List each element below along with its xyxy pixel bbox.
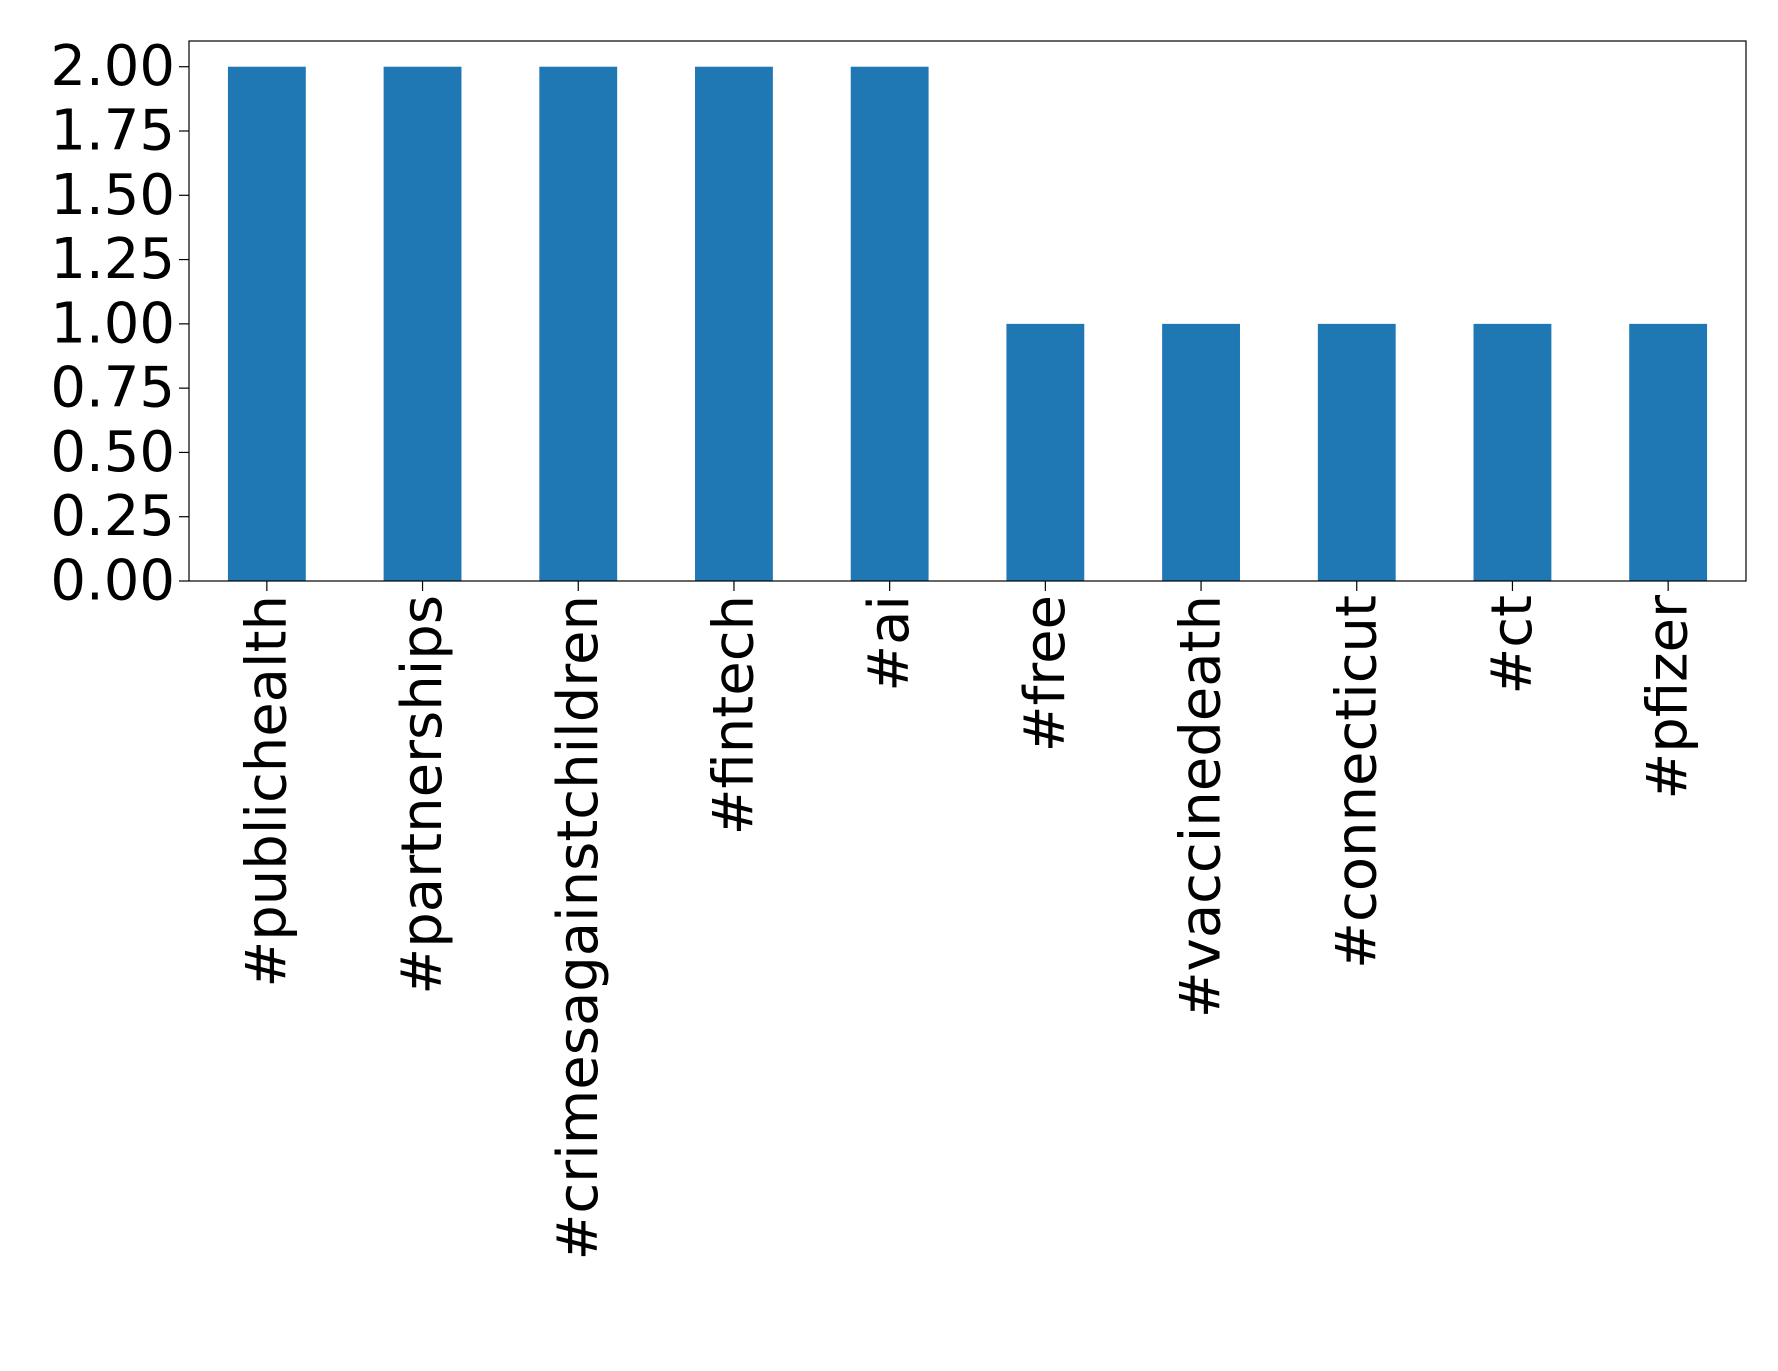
bar-ai: [850, 66, 929, 581]
bar-connecticut: [1317, 323, 1396, 581]
x-tick-label-pfizer: #pfizer: [1636, 594, 1701, 800]
bars-group: [227, 66, 1708, 581]
bar-partnerships: [383, 66, 462, 581]
bar-free: [1006, 323, 1085, 581]
bar-crimesagainstchildren: [539, 66, 618, 581]
x-tick-label-connecticut: #connecticut: [1324, 595, 1389, 969]
y-tick-label: 0.00: [50, 549, 175, 614]
x-tick-label-crimesagainstchildren: #crimesagainstchildren: [546, 595, 611, 1261]
bar-publichealth: [227, 66, 306, 581]
x-tick-label-partnerships: #partnerships: [390, 595, 455, 995]
bar-ct: [1473, 323, 1552, 581]
y-tick-label: 1.75: [50, 99, 175, 164]
x-axis: #publichealth #partnerships #crimesagainst…: [234, 581, 1701, 1261]
x-tick-label-publichealth: #publichealth: [234, 595, 299, 988]
y-axis: 0.000.250.500.751.001.251.501.752.00: [50, 34, 189, 614]
plot-frame: [188, 40, 1747, 582]
x-tick-label-ai: #ai: [857, 595, 922, 692]
bar-fintech: [695, 66, 773, 581]
y-tick-label: 0.25: [50, 484, 175, 549]
x-tick-label-fintech: #fintech: [701, 595, 766, 835]
y-tick-label: 1.50: [50, 163, 175, 228]
x-tick-label-vaccinedeath: #vaccinedeath: [1169, 595, 1234, 1018]
x-tick-label-free: #free: [1013, 595, 1078, 752]
x-tick-label-ct: #ct: [1480, 595, 1545, 695]
y-tick-label: 0.75: [50, 356, 175, 421]
bar-vaccinedeath: [1162, 323, 1240, 581]
y-tick-label: 1.00: [50, 291, 175, 356]
y-tick-label: 1.25: [50, 227, 175, 292]
y-tick-label: 2.00: [50, 34, 175, 99]
y-tick-label: 0.50: [50, 420, 175, 485]
bar-pfizer: [1629, 323, 1708, 581]
